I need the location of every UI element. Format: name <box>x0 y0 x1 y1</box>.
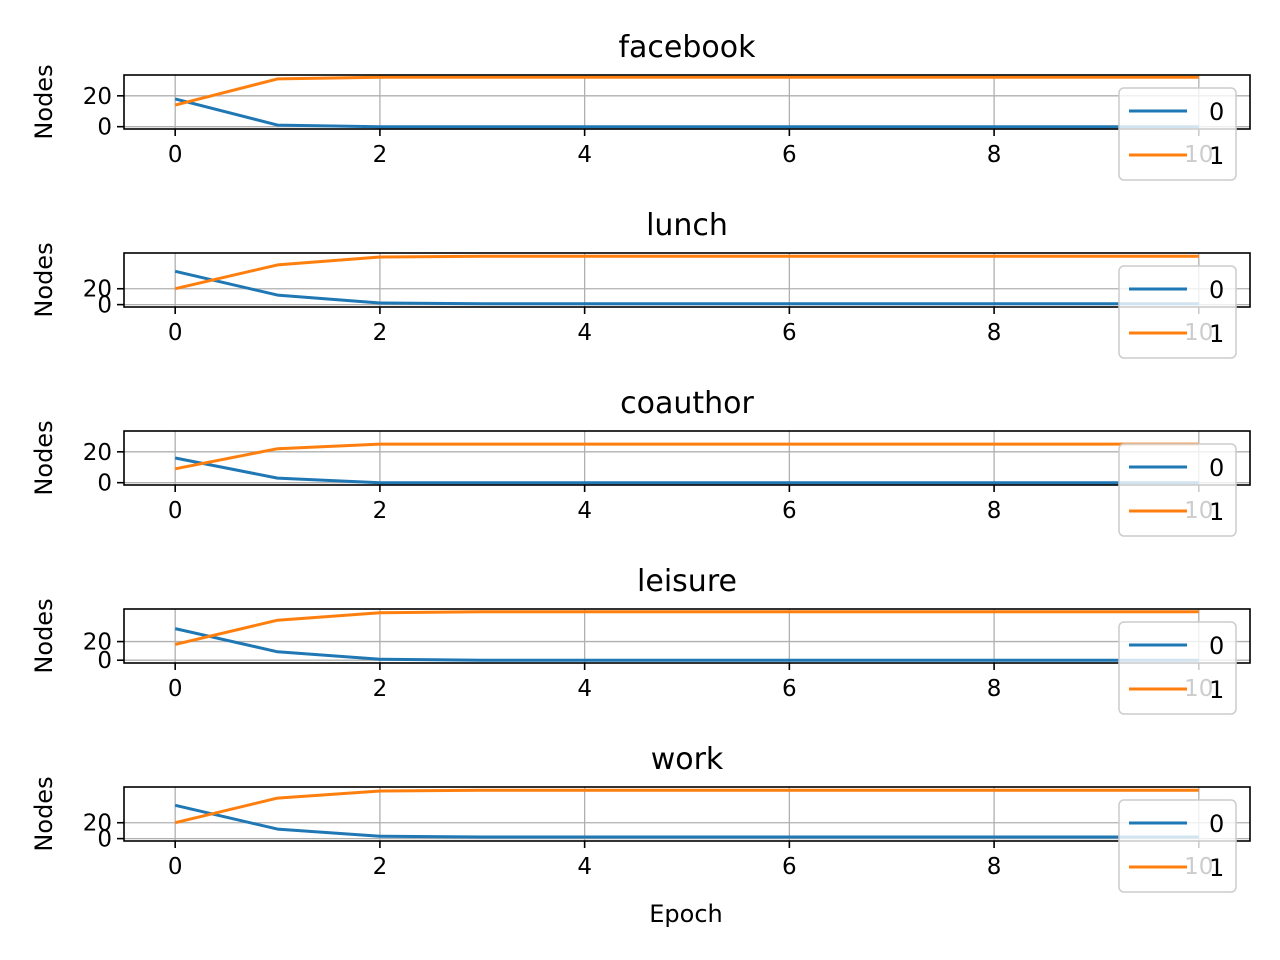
axes-frame <box>123 252 1251 308</box>
y-axis-label: Nodes <box>30 64 58 139</box>
y-tick-label: 0 <box>97 471 112 497</box>
y-tick-label: 0 <box>97 648 112 674</box>
x-tick-label: 0 <box>168 320 183 346</box>
subplot-lunch: lunch0246810020Nodes01 <box>30 208 1251 359</box>
x-tick-label: 0 <box>168 498 183 524</box>
x-axis-label: Epoch <box>649 900 723 928</box>
legend: 01 <box>1118 799 1237 893</box>
series-line-0 <box>174 97 1199 129</box>
x-tick-label: 8 <box>987 854 1002 880</box>
legend: 01 <box>1118 87 1237 181</box>
subplot-work: work0246810020Nodes01 <box>30 742 1251 893</box>
y-axis-label: Nodes <box>30 242 58 317</box>
y-axis-label: Nodes <box>30 420 58 495</box>
x-tick-label: 2 <box>373 854 388 880</box>
x-tick-label: 2 <box>373 498 388 524</box>
x-tick-label: 6 <box>782 854 797 880</box>
x-tick-label: 4 <box>577 142 592 168</box>
axes-frame <box>123 608 1251 664</box>
y-tick-label: 0 <box>97 293 112 319</box>
subplot-facebook: facebook0246810020Nodes01 <box>30 30 1251 181</box>
legend-label-1: 1 <box>1209 676 1224 704</box>
subplots: facebook0246810020Nodes01lunch0246810020… <box>30 30 1251 893</box>
x-tick-label: 4 <box>577 854 592 880</box>
x-tick-label: 0 <box>168 142 183 168</box>
x-tick-label: 4 <box>577 320 592 346</box>
series-line-0 <box>174 456 1199 485</box>
legend-label-0: 0 <box>1209 454 1224 482</box>
x-tick-label: 0 <box>168 676 183 702</box>
series-line-1 <box>174 610 1199 646</box>
x-tick-label: 2 <box>373 142 388 168</box>
series-line-0 <box>174 803 1199 839</box>
legend: 01 <box>1118 621 1237 715</box>
legend-label-1: 1 <box>1209 854 1224 882</box>
x-tick-label: 6 <box>782 676 797 702</box>
y-tick-label: 20 <box>83 440 112 466</box>
x-tick-label: 6 <box>782 498 797 524</box>
legend-label-0: 0 <box>1209 632 1224 660</box>
subplot-coauthor: coauthor0246810020Nodes01 <box>30 386 1251 537</box>
y-tick-label: 20 <box>83 811 112 837</box>
x-tick-label: 4 <box>577 498 592 524</box>
series-line-0 <box>174 627 1199 662</box>
y-tick-label: 0 <box>97 827 112 853</box>
x-tick-label: 0 <box>168 854 183 880</box>
legend-label-0: 0 <box>1209 810 1224 838</box>
series-line-0 <box>174 269 1199 306</box>
series-line-1 <box>174 788 1199 825</box>
subplot-title: leisure <box>637 564 737 599</box>
subplot-title: lunch <box>646 208 728 243</box>
legend-label-0: 0 <box>1209 276 1224 304</box>
x-tick-label: 6 <box>782 320 797 346</box>
y-tick-label: 0 <box>97 115 112 141</box>
x-tick-label: 8 <box>987 498 1002 524</box>
x-tick-label: 2 <box>373 320 388 346</box>
series-line-1 <box>174 75 1199 107</box>
x-tick-label: 8 <box>987 142 1002 168</box>
legend-label-0: 0 <box>1209 98 1224 126</box>
legend-label-1: 1 <box>1209 320 1224 348</box>
subplot-leisure: leisure0246810020Nodes01 <box>30 564 1251 715</box>
axes-frame <box>123 74 1251 130</box>
series-line-1 <box>174 442 1199 471</box>
x-tick-label: 2 <box>373 676 388 702</box>
legend: 01 <box>1118 443 1237 537</box>
subplot-title: work <box>651 742 724 777</box>
legend-label-1: 1 <box>1209 142 1224 170</box>
legend-label-1: 1 <box>1209 498 1224 526</box>
subplot-title: facebook <box>618 30 756 65</box>
y-axis-label: Nodes <box>30 598 58 673</box>
axes-frame <box>123 430 1251 486</box>
y-tick-label: 20 <box>83 84 112 110</box>
series-line-1 <box>174 254 1199 291</box>
x-tick-label: 8 <box>987 676 1002 702</box>
y-tick-label: 20 <box>83 630 112 656</box>
legend: 01 <box>1118 265 1237 359</box>
subplot-title: coauthor <box>620 386 754 421</box>
y-tick-label: 20 <box>83 277 112 303</box>
axes-frame <box>123 786 1251 842</box>
x-tick-label: 6 <box>782 142 797 168</box>
x-tick-label: 8 <box>987 320 1002 346</box>
x-tick-label: 4 <box>577 676 592 702</box>
y-axis-label: Nodes <box>30 776 58 851</box>
